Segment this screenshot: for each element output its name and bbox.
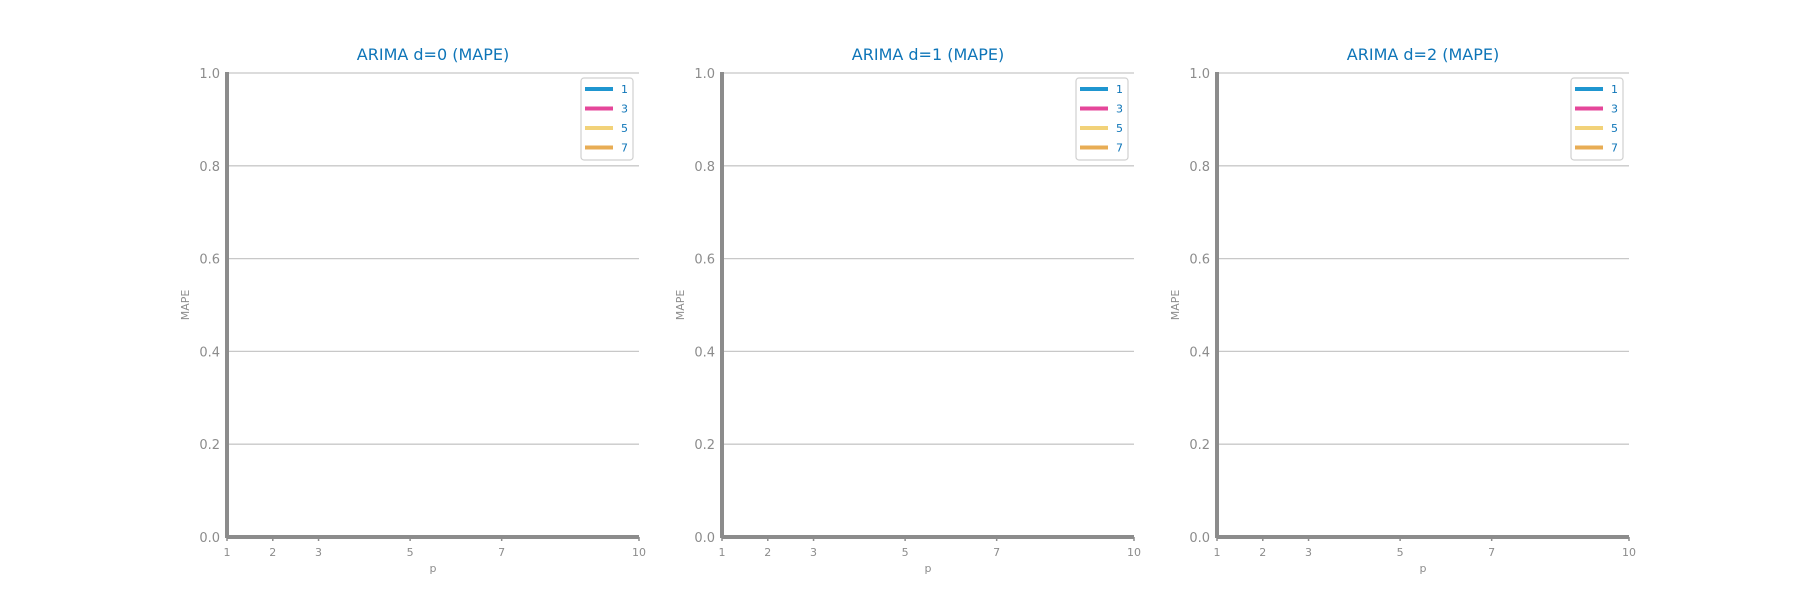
y-tick-label: 1.0: [1189, 67, 1210, 82]
x-tick-label: 2: [269, 546, 276, 559]
y-tick-label: 0.2: [199, 438, 220, 453]
legend-label: 1: [621, 83, 628, 96]
legend-label: 3: [1611, 103, 1618, 116]
chart-title: ARIMA d=1 (MAPE): [852, 45, 1004, 64]
y-tick-label: 0.8: [199, 160, 220, 175]
x-tick-label: 5: [407, 546, 414, 559]
legend-label: 7: [1611, 142, 1618, 155]
legend: 1 3 5 7: [580, 77, 634, 161]
y-tick-label: 0.8: [1189, 160, 1210, 175]
x-tick-label: 3: [1305, 546, 1312, 559]
y-tick-label: 0.6: [694, 253, 715, 268]
y-tick-label: 0.0: [199, 531, 220, 546]
chart-title: ARIMA d=2 (MAPE): [1347, 45, 1499, 64]
y-tick-label: 0.8: [694, 160, 715, 175]
x-tick-label: 1: [224, 546, 231, 559]
x-tick-label: 10: [632, 546, 646, 559]
x-tick-label: 1: [1214, 546, 1221, 559]
x-axis-label: p: [1420, 562, 1427, 575]
x-tick-label: 7: [993, 546, 1000, 559]
y-axis-label: MAPE: [179, 290, 192, 321]
chart-panel-0: 0.0 0.2 0.4 0.6 0.8 1.0 1 2 3 5 7 10 ARIMA d=0 (MAPE…: [179, 45, 646, 575]
y-tick-label: 1.0: [694, 67, 715, 82]
legend-label: 1: [1116, 83, 1123, 96]
legend-label: 5: [1611, 122, 1618, 135]
x-tick-label: 3: [315, 546, 322, 559]
y-axis-label: MAPE: [1169, 290, 1182, 321]
legend: 1 3 5 7: [1570, 77, 1624, 161]
x-tick-label: 5: [1397, 546, 1404, 559]
legend-label: 3: [621, 103, 628, 116]
y-tick-label: 0.0: [694, 531, 715, 546]
x-tick-label: 5: [902, 546, 909, 559]
legend-box: [1075, 77, 1129, 161]
y-tick-label: 0.2: [1189, 438, 1210, 453]
legend-label: 3: [1116, 103, 1123, 116]
x-tick-label: 7: [1488, 546, 1495, 559]
chart-panel-2: 0.0 0.2 0.4 0.6 0.8 1.0 1 2 3 5 7 10 ARIMA d=2 (MAPE…: [1169, 45, 1636, 575]
chart-title: ARIMA d=0 (MAPE): [357, 45, 509, 64]
y-tick-label: 0.0: [1189, 531, 1210, 546]
y-tick-label: 0.4: [199, 345, 220, 360]
legend-box: [580, 77, 634, 161]
y-tick-label: 0.6: [199, 253, 220, 268]
x-tick-label: 2: [1259, 546, 1266, 559]
legend-label: 5: [1116, 122, 1123, 135]
legend-label: 1: [1611, 83, 1618, 96]
chart-panel-1: 0.0 0.2 0.4 0.6 0.8 1.0 1 2 3 5 7 10 ARIMA d=1 (MAPE…: [674, 45, 1141, 575]
y-tick-label: 0.2: [694, 438, 715, 453]
x-tick-label: 10: [1622, 546, 1636, 559]
y-tick-label: 0.6: [1189, 253, 1210, 268]
legend: 1 3 5 7: [1075, 77, 1129, 161]
x-axis-label: p: [925, 562, 932, 575]
x-tick-label: 2: [764, 546, 771, 559]
x-tick-label: 1: [719, 546, 726, 559]
legend-label: 7: [1116, 142, 1123, 155]
y-tick-label: 1.0: [199, 67, 220, 82]
y-tick-label: 0.4: [694, 345, 715, 360]
legend-box: [1570, 77, 1624, 161]
y-axis-label: MAPE: [674, 290, 687, 321]
legend-label: 5: [621, 122, 628, 135]
x-tick-label: 10: [1127, 546, 1141, 559]
legend-label: 7: [621, 142, 628, 155]
y-tick-label: 0.4: [1189, 345, 1210, 360]
x-axis-label: p: [430, 562, 437, 575]
x-tick-label: 3: [810, 546, 817, 559]
x-tick-label: 7: [498, 546, 505, 559]
